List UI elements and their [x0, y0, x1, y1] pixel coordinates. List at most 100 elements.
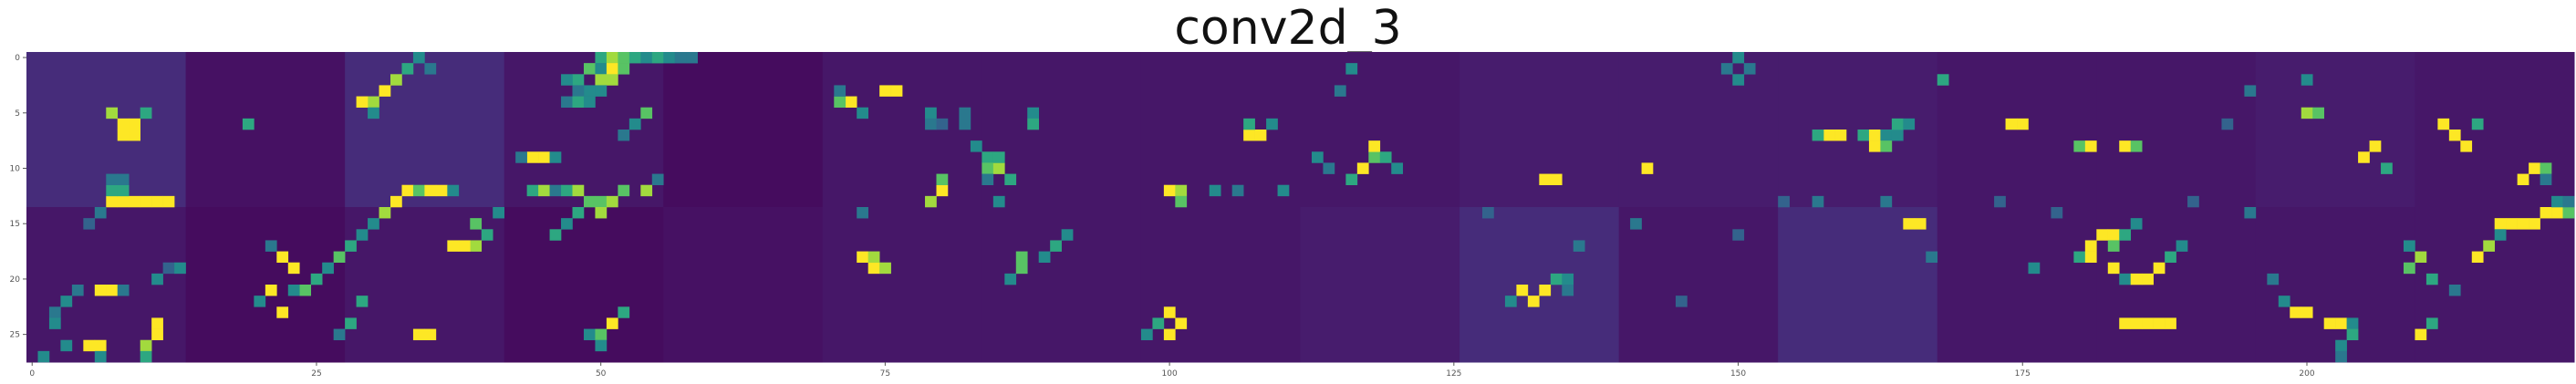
- heatmap-cell: [857, 207, 868, 219]
- heatmap-cell: [992, 151, 1005, 163]
- heatmap-cell: [2494, 218, 2507, 230]
- heatmap-cell: [1015, 262, 1028, 275]
- heatmap-tile: [822, 52, 982, 208]
- heatmap-cell: [1539, 173, 1552, 186]
- heatmap-cell: [1163, 184, 1176, 197]
- heatmap-cell: [2153, 262, 2166, 275]
- chart-title: conv2d_3: [1174, 1, 1401, 56]
- heatmap-cell: [2107, 262, 2120, 275]
- heatmap-cell: [1732, 52, 1745, 64]
- heatmap-cell: [1345, 173, 1358, 186]
- heatmap-cell: [572, 207, 585, 219]
- heatmap-cell: [287, 285, 300, 296]
- heatmap-cell: [2415, 251, 2427, 264]
- heatmap-cell: [71, 285, 84, 296]
- heatmap-cell: [2051, 207, 2063, 219]
- y-tick-label: 15: [10, 220, 20, 229]
- heatmap-cell: [572, 184, 585, 197]
- heatmap-cell: [345, 240, 357, 252]
- heatmap-cell: [1880, 130, 1893, 141]
- heatmap-cell: [1231, 184, 1244, 197]
- heatmap-cell: [651, 173, 664, 186]
- heatmap-cell: [1539, 285, 1552, 296]
- heatmap-cell: [481, 229, 493, 241]
- heatmap-cell: [2244, 207, 2257, 219]
- heatmap-cell: [561, 184, 573, 197]
- heatmap-cell: [276, 251, 289, 264]
- heatmap-cell: [2540, 173, 2552, 186]
- heatmap-cell: [595, 85, 608, 97]
- heatmap-cell: [1379, 151, 1392, 163]
- y-tick-label: 5: [15, 109, 20, 119]
- heatmap-cell: [2221, 118, 2234, 130]
- heatmap-cell: [412, 52, 425, 64]
- heatmap-cell: [845, 96, 857, 109]
- heatmap-tile: [1618, 52, 1779, 208]
- heatmap-cell: [2437, 118, 2450, 130]
- heatmap-cell: [2323, 317, 2336, 329]
- heatmap-cell: [640, 107, 653, 119]
- heatmap-cell: [2130, 218, 2143, 230]
- heatmap-cell: [356, 96, 369, 109]
- heatmap-cell: [2165, 251, 2176, 264]
- heatmap-cell: [356, 229, 369, 241]
- heatmap-cell: [879, 262, 891, 275]
- heatmap-cell: [174, 262, 186, 275]
- heatmap-cell: [2119, 229, 2132, 241]
- heatmap-cell: [618, 306, 630, 318]
- heatmap-tile: [185, 52, 346, 208]
- heatmap-cell: [595, 339, 608, 352]
- heatmap-cell: [345, 317, 357, 329]
- heatmap-cell: [1880, 195, 1893, 208]
- x-tick-label: 50: [596, 369, 607, 379]
- heatmap-cell: [1254, 130, 1267, 141]
- heatmap-cell: [1516, 285, 1529, 296]
- heatmap-cell: [651, 52, 664, 64]
- heatmap-cell: [1175, 195, 1188, 208]
- heatmap-cell: [2142, 317, 2154, 329]
- heatmap-cell: [493, 207, 504, 219]
- heatmap-cell: [2471, 251, 2484, 264]
- heatmap-cell: [106, 107, 119, 119]
- heatmap-cell: [2096, 229, 2109, 241]
- heatmap-cell: [1323, 162, 1335, 174]
- heatmap-cell: [48, 317, 61, 329]
- x-tick-label: 175: [2015, 369, 2031, 379]
- heatmap-cell: [1345, 63, 1358, 75]
- heatmap-cell: [1027, 118, 1040, 130]
- heatmap-cell: [2312, 107, 2324, 119]
- heatmap-cell: [1891, 118, 1904, 130]
- heatmap-cell: [368, 96, 379, 109]
- heatmap-cell: [401, 184, 414, 197]
- heatmap-cell: [2107, 240, 2120, 252]
- heatmap-cell: [254, 296, 266, 307]
- heatmap-cell: [390, 195, 402, 208]
- heatmap-cell: [618, 63, 630, 75]
- heatmap-cell: [2529, 162, 2540, 174]
- heatmap-cell: [2425, 317, 2438, 329]
- heatmap-cell: [2278, 296, 2290, 307]
- heatmap-cell: [2529, 218, 2540, 230]
- heatmap-cell: [379, 207, 391, 219]
- heatmap-cell: [1675, 296, 1688, 307]
- heatmap-cell: [2187, 195, 2199, 208]
- heatmap-cell: [2448, 130, 2461, 141]
- heatmap-cell: [595, 52, 608, 64]
- heatmap-cell: [2471, 118, 2484, 130]
- heatmap-cell: [2153, 317, 2166, 329]
- heatmap-cell: [572, 74, 585, 86]
- heatmap-cell: [151, 317, 163, 329]
- heatmap-cell: [2119, 317, 2132, 329]
- y-tick-label: 0: [15, 54, 20, 63]
- heatmap-cell: [94, 350, 107, 363]
- heatmap-cell: [117, 195, 130, 208]
- heatmap-cell: [925, 195, 937, 208]
- y-tick-label: 20: [10, 275, 21, 285]
- heatmap-cell: [867, 251, 880, 264]
- heatmap-cell: [925, 118, 937, 130]
- heatmap-cell: [2403, 262, 2415, 275]
- x-tick-label: 125: [1446, 369, 1461, 379]
- heatmap-cell: [2301, 306, 2313, 318]
- heatmap-cell: [2369, 140, 2382, 152]
